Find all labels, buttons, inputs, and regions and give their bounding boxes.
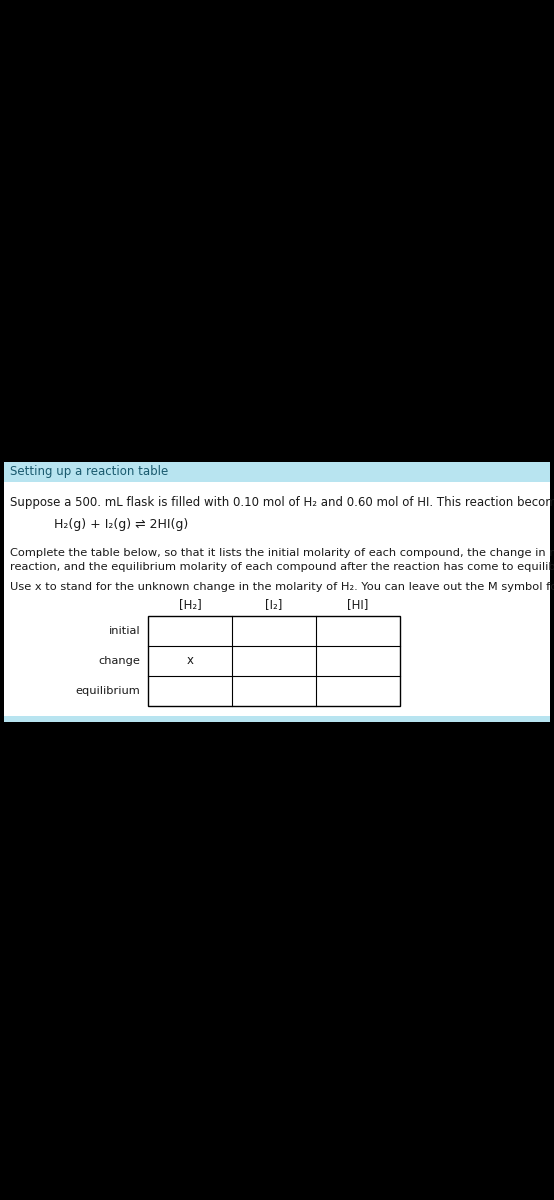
Text: reaction, and the equilibrium molarity of each compound after the reaction has c: reaction, and the equilibrium molarity o… [10, 562, 554, 572]
Bar [4, 716, 550, 722]
Bar [148, 616, 400, 706]
Text: Complete the table below, so that it lists the initial molarity of each compound: Complete the table below, so that it lis… [10, 548, 554, 558]
Text: [HI]: [HI] [347, 598, 369, 611]
Text: Suppose a 500. mL flask is filled with 0.10 mol of H₂ and 0.60 mol of HI. This r: Suppose a 500. mL flask is filled with 0… [10, 496, 554, 509]
Text: change: change [98, 656, 140, 666]
Text: [I₂]: [I₂] [265, 598, 283, 611]
Text: H₂(g) + I₂(g) ⇌ 2HI(g): H₂(g) + I₂(g) ⇌ 2HI(g) [54, 518, 188, 530]
Bar [4, 462, 550, 722]
Text: initial: initial [109, 626, 140, 636]
Text: equilibrium: equilibrium [75, 686, 140, 696]
Text: x: x [187, 654, 193, 667]
Text: Use x to stand for the unknown change in the molarity of H₂. You can leave out t: Use x to stand for the unknown change in… [10, 582, 554, 592]
Bar [4, 462, 550, 482]
Text: [H₂]: [H₂] [178, 598, 201, 611]
Text: Setting up a reaction table: Setting up a reaction table [10, 466, 168, 479]
